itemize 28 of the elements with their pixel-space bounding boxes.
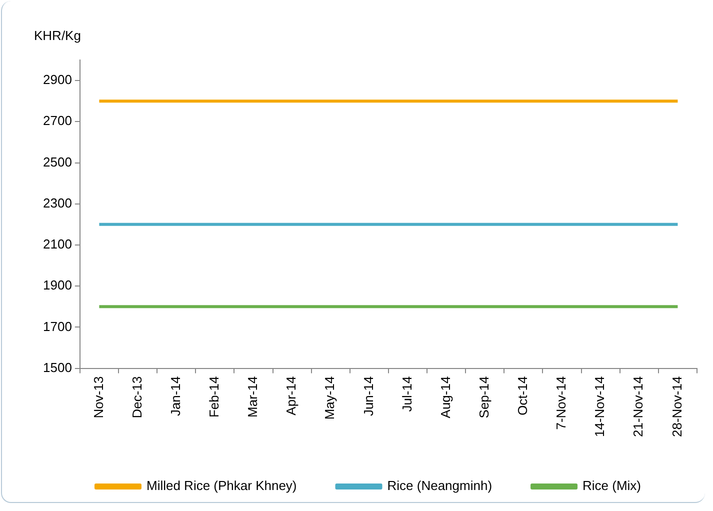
legend-label: Rice (Neangminh) — [387, 478, 492, 494]
y-tick-label: 2100 — [43, 236, 72, 252]
x-tick-label: Jan-14 — [168, 376, 183, 416]
y-tick-label: 2500 — [43, 154, 72, 170]
legend-label: Rice (Mix) — [582, 478, 642, 494]
x-tick-label: Sep-14 — [476, 376, 492, 418]
x-tick-label: Nov-13 — [90, 376, 106, 418]
x-tick-label: 28-Nov-14 — [669, 376, 684, 438]
y-tick-label: 1700 — [43, 318, 72, 334]
x-tick-label: 7-Nov-14 — [554, 376, 569, 430]
y-tick-label: 2900 — [43, 72, 72, 88]
x-tick-label: Aug-14 — [438, 376, 453, 418]
x-tick-label: May-14 — [322, 376, 338, 420]
x-tick-label: 21-Nov-14 — [630, 376, 646, 438]
x-tick-label: Apr-14 — [284, 376, 299, 416]
y-tick-label: 2300 — [43, 195, 72, 210]
x-tick-label: Feb-14 — [206, 376, 222, 418]
y-tick-label: 1500 — [43, 360, 72, 375]
y-tick-label: 2700 — [43, 113, 72, 128]
x-tick-label: Mar-14 — [245, 376, 260, 418]
legend-label: Milled Rice (Phkar Khney) — [146, 478, 297, 494]
x-tick-label: 14-Nov-14 — [592, 376, 608, 438]
x-tick-label: Jul-14 — [399, 376, 414, 412]
y-axis-title: KHR/Kg — [34, 28, 81, 43]
y-tick-label: 1900 — [43, 278, 72, 293]
x-tick-label: Jun-14 — [360, 376, 376, 416]
x-tick-label: Dec-13 — [129, 376, 144, 418]
x-tick-label: Oct-14 — [515, 376, 530, 416]
